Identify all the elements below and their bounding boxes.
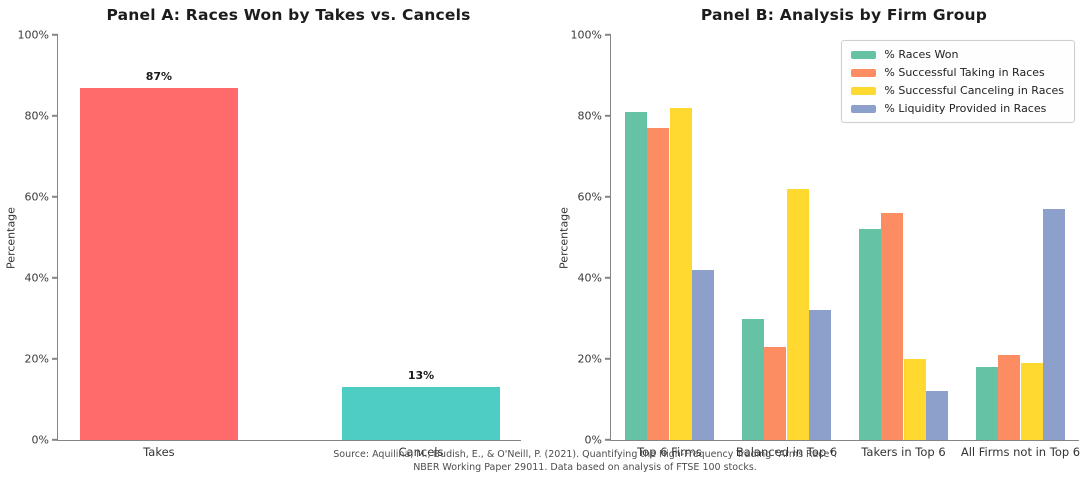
- panel-b-title: Panel B: Analysis by Firm Group: [700, 6, 988, 24]
- legend-swatch-icon: [851, 104, 877, 113]
- legend-swatch-icon: [851, 50, 877, 59]
- panel-a: Panel A: Races Won by Takes vs. Cancels …: [5, 6, 521, 459]
- bar: [691, 269, 714, 440]
- bar: 87%: [80, 70, 238, 440]
- legend-swatch-icon: [851, 68, 877, 77]
- panel-a-plot-area: Percentage 0% 20% 40% 60% 80% 100% 87% Takes 13%…: [5, 29, 521, 459]
- category-label: Cancels: [398, 445, 444, 459]
- source-note-line-2: NBER Working Paper 29011. Data based on …: [413, 462, 757, 473]
- y-tick-label: 0%: [584, 433, 602, 447]
- category-label: Top 6 Firms: [637, 445, 702, 459]
- y-tick-mark: [52, 358, 58, 360]
- legend-swatch-icon: [851, 86, 877, 95]
- y-tick-mark: [605, 34, 611, 36]
- y-tick-mark: [52, 277, 58, 279]
- bar: [903, 359, 926, 440]
- source-note-line-1: Source: Aquilina, M., Budish, E., & O'Ne…: [333, 449, 837, 460]
- panel-b-plot-area: Percentage 0% 20% 40% 60% 80% 100% Top 6 Firms…: [558, 29, 1080, 460]
- panel-a-title: Panel A: Races Won by Takes vs. Cancels: [106, 6, 471, 24]
- legend-label: % Successful Canceling in Races: [884, 84, 1064, 97]
- bar: [1042, 209, 1065, 440]
- category-label: All Firms not in Top 6: [960, 445, 1080, 459]
- y-tick-mark: [52, 34, 58, 36]
- bar: [859, 229, 882, 440]
- bar: [881, 213, 904, 440]
- bar: [998, 354, 1021, 440]
- legend-item: % Successful Canceling in Races: [851, 84, 1064, 97]
- y-tick-label: 20%: [577, 352, 602, 366]
- legend-item: % Races Won: [851, 48, 1064, 61]
- category-label: Takers in Top 6: [861, 445, 946, 459]
- legend-label: % Successful Taking in Races: [884, 66, 1045, 79]
- bar: [808, 310, 831, 440]
- bar: [647, 128, 670, 440]
- y-tick-mark: [605, 358, 611, 360]
- bar: [669, 107, 692, 440]
- y-tick-mark: [52, 115, 58, 117]
- y-tick-label: 0%: [31, 433, 49, 447]
- legend: % Races Won % Successful Taking in Races%…: [841, 40, 1075, 123]
- y-tick-mark: [605, 196, 611, 198]
- y-tick-label: 80%: [24, 109, 49, 123]
- bar-value-label: 87%: [145, 69, 173, 83]
- y-tick-label: 40%: [577, 271, 602, 285]
- y-tick-label: 40%: [24, 271, 49, 285]
- bar: [625, 111, 648, 440]
- source-note: Source: Aquilina, M., Budish, E., & O'Ne…: [90, 448, 1080, 474]
- y-tick-mark: [52, 439, 58, 441]
- y-tick-mark: [52, 196, 58, 198]
- y-tick-label: 100%: [17, 28, 49, 42]
- legend-item: % Successful Taking in Races: [851, 66, 1064, 79]
- bar: [742, 318, 765, 440]
- bar: [925, 391, 948, 440]
- bar: 13%: [342, 369, 500, 440]
- y-tick-label: 80%: [577, 109, 602, 123]
- bar: [976, 367, 999, 440]
- legend-label: % Races Won: [884, 48, 959, 61]
- panel-b: Panel B: Analysis by Firm Group Percenta…: [540, 0, 1080, 483]
- y-tick-label: 100%: [570, 28, 602, 42]
- legend-label: % Liquidity Provided in Races: [884, 102, 1047, 115]
- y-tick-mark: [605, 439, 611, 441]
- y-tick-label: 20%: [24, 352, 49, 366]
- category-label: Takes: [143, 445, 175, 459]
- y-tick-mark: [605, 115, 611, 117]
- bar: [1020, 363, 1043, 440]
- panel-a-y-axis-label: Percentage: [4, 206, 18, 269]
- bar: [764, 346, 787, 440]
- y-tick-mark: [605, 277, 611, 279]
- legend-item: % Liquidity Provided in Races: [851, 102, 1064, 115]
- category-label: Balanced in Top 6: [735, 445, 838, 459]
- panel-b-y-axis-label: Percentage: [557, 206, 571, 269]
- y-tick-label: 60%: [577, 190, 602, 204]
- bar: [786, 188, 809, 440]
- bar-value-label: 13%: [407, 369, 435, 383]
- y-tick-label: 60%: [24, 190, 49, 204]
